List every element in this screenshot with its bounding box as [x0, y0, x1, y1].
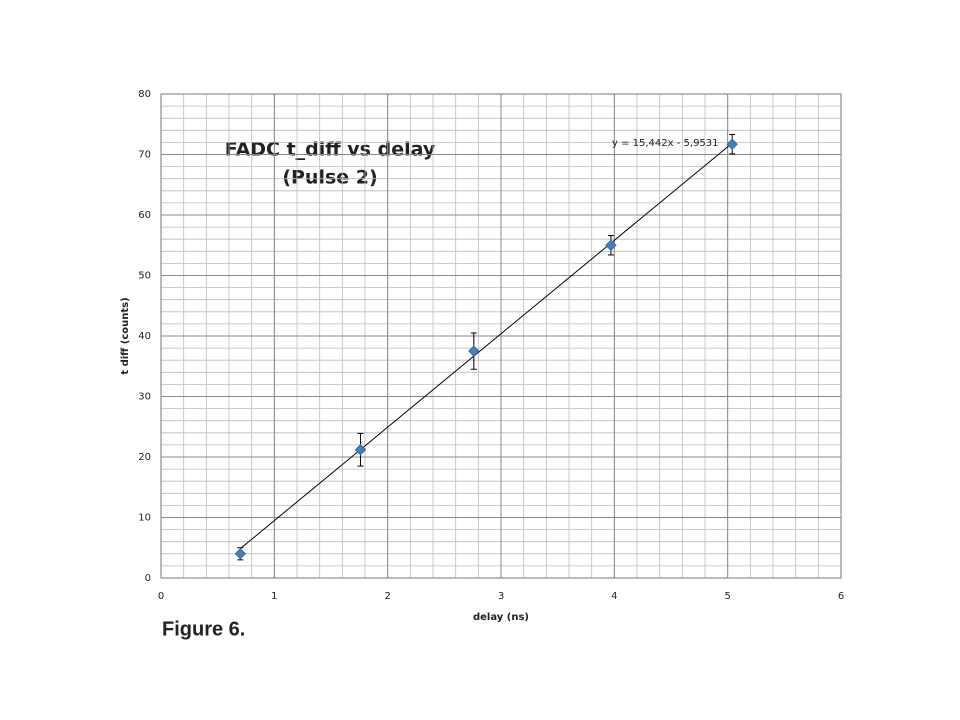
y-tick-label: 80 — [138, 89, 151, 100]
x-tick-label: 6 — [838, 591, 844, 602]
figure-caption: Figure 6. — [162, 618, 245, 640]
y-tick-label: 50 — [138, 271, 151, 282]
point — [605, 239, 617, 251]
x-axis-label: delay (ns) — [473, 612, 529, 623]
x-tick-label: 5 — [724, 591, 730, 602]
trendline — [240, 142, 733, 550]
x-tick-label: 3 — [498, 591, 504, 602]
plot-border — [160, 93, 842, 579]
point — [726, 138, 738, 150]
y-tick-label: 60 — [138, 210, 151, 221]
y-tick-label: 20 — [138, 452, 151, 463]
point — [234, 548, 247, 560]
y-tick-label: 30 — [138, 392, 151, 403]
x-tick-label: 2 — [384, 591, 390, 602]
point — [354, 444, 367, 456]
y-tick-label: 10 — [138, 513, 151, 524]
y-tick-label: 0 — [145, 573, 151, 584]
chart-subtitle: (Pulse 2) — [282, 167, 377, 189]
x-tick-label: 0 — [158, 591, 164, 602]
trendline-label: y = 15,442x - 5,9531 — [612, 138, 719, 149]
x-tick-label: 1 — [271, 591, 277, 602]
point — [468, 345, 480, 357]
y-axis-label: t diff (counts) — [120, 297, 131, 374]
x-tick-label: 4 — [611, 591, 617, 602]
y-tick-label: 40 — [138, 331, 151, 342]
chart-title: FADC t_diff vs delay — [225, 139, 436, 161]
y-tick-label: 70 — [138, 150, 151, 161]
